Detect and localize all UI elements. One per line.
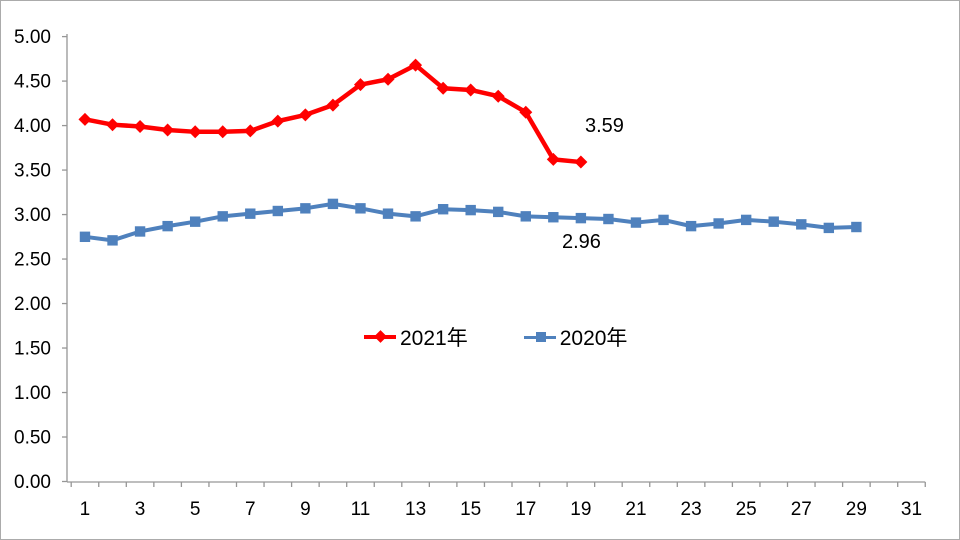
legend-key-2020 (523, 327, 558, 348)
marker-diamond-2021年 (133, 119, 147, 133)
legend-item-2021: 2021年 (364, 322, 468, 352)
x-axis-label: 25 (736, 499, 757, 520)
marker-diamond-2021年 (106, 118, 120, 132)
y-axis-label: 4.00 (14, 116, 51, 137)
marker-square-2020年 (79, 231, 91, 243)
marker-square-2020年 (162, 220, 173, 232)
marker-diamond-2021年 (271, 114, 285, 128)
y-axis-label: 0.00 (14, 472, 51, 493)
legend: 2021年 2020年 (364, 322, 627, 352)
x-axis-label: 5 (190, 499, 201, 520)
x-axis-label: 21 (625, 499, 646, 520)
marker-diamond-2021年 (326, 98, 340, 112)
marker-square-2020年 (134, 226, 146, 237)
marker-square-2020年 (189, 216, 201, 227)
marker-diamond-2021年 (491, 89, 505, 103)
marker-square-2020年 (603, 213, 614, 225)
marker-square-2020年 (548, 212, 559, 223)
y-axis-label: 0.50 (14, 428, 51, 449)
x-axis-label: 31 (901, 499, 922, 520)
marker-square-2020年 (245, 208, 256, 219)
marker-square-2020年 (327, 198, 339, 210)
legend-key-2021 (364, 327, 398, 348)
legend-label-2020: 2020年 (559, 327, 628, 350)
x-axis-label: 15 (460, 499, 481, 520)
marker-square-2020年 (796, 219, 807, 230)
x-axis-label: 19 (570, 499, 591, 520)
y-axis-label: 2.50 (14, 250, 51, 271)
marker-diamond-2021年 (298, 108, 312, 122)
marker-square-2020年 (272, 205, 284, 217)
marker-diamond-2021年 (464, 83, 478, 97)
marker-square-2020年 (740, 214, 752, 226)
marker-diamond-2021年 (519, 105, 533, 119)
x-axis-label: 9 (300, 499, 311, 520)
x-axis-label: 13 (405, 499, 426, 520)
marker-diamond-2021年 (353, 78, 367, 92)
marker-square-2020年 (437, 204, 449, 215)
marker-diamond-2021年 (216, 125, 230, 139)
y-axis-label: 1.00 (14, 383, 51, 404)
legend-label-2021: 2021年 (400, 327, 468, 350)
marker-square-2020年 (382, 208, 394, 219)
marker-square-2020年 (823, 222, 835, 234)
y-axis-label: 4.50 (14, 72, 51, 93)
marker-square-2020年 (575, 212, 587, 224)
marker-square-2020年 (851, 221, 862, 233)
marker-square-2020年 (685, 220, 697, 232)
x-axis-label: 11 (351, 499, 371, 520)
y-axis-label: 1.50 (14, 339, 51, 360)
marker-square-2020年 (520, 211, 531, 222)
marker-diamond-2021年 (436, 81, 450, 95)
x-axis-label: 27 (791, 499, 812, 520)
y-axis-label: 3.00 (14, 205, 51, 226)
marker-diamond-2021年 (188, 125, 202, 139)
marker-square-2020年 (410, 211, 421, 222)
y-axis-label: 5.00 (14, 27, 51, 48)
marker-square-2020年 (465, 204, 476, 216)
data-label-2020-day19: 2.96 (562, 231, 601, 253)
marker-square-2020年 (107, 235, 118, 246)
data-label-2021-day19: 3.59 (585, 115, 624, 137)
marker-diamond-2021年 (78, 112, 92, 126)
y-axis-label: 2.00 (14, 294, 51, 315)
marker-square-2020年 (713, 218, 724, 229)
x-axis-label: 3 (135, 499, 146, 520)
x-axis-label: 23 (681, 499, 702, 520)
marker-square-2020年 (768, 216, 779, 227)
series-line-2021年 (82, 62, 584, 165)
blue-square-icon (535, 331, 546, 342)
marker-square-2020年 (630, 217, 642, 228)
y-axis-label: 3.50 (14, 161, 51, 182)
legend-item-2020: 2020年 (523, 322, 628, 352)
marker-diamond-2021年 (574, 155, 588, 169)
x-axis-label: 29 (846, 499, 867, 520)
x-axis-label: 7 (245, 499, 256, 520)
x-axis-label: 17 (515, 499, 536, 520)
marker-diamond-2021年 (409, 58, 423, 72)
marker-square-2020年 (217, 211, 228, 222)
marker-diamond-2021年 (161, 123, 175, 137)
marker-diamond-2021年 (546, 152, 560, 166)
red-diamond-icon (374, 329, 387, 343)
marker-square-2020年 (355, 203, 366, 214)
marker-diamond-2021年 (243, 124, 257, 138)
marker-square-2020年 (493, 206, 504, 218)
marker-square-2020年 (658, 214, 669, 226)
x-axis-label: 1 (80, 499, 91, 520)
marker-square-2020年 (300, 203, 311, 214)
marker-diamond-2021年 (381, 72, 395, 86)
